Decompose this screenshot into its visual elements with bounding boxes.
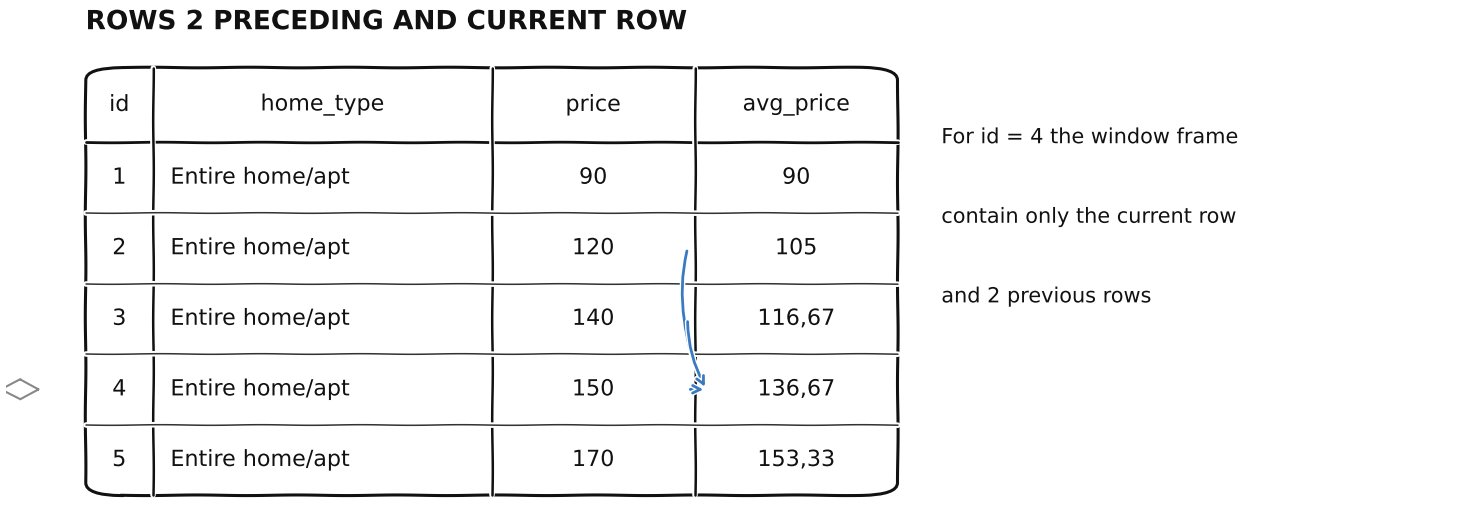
Text: 170: 170 (572, 450, 614, 470)
Text: Entire home/apt: Entire home/apt (171, 379, 349, 400)
Text: 2: 2 (113, 238, 126, 258)
Text: Entire home/apt: Entire home/apt (171, 450, 349, 470)
Text: Entire home/apt: Entire home/apt (171, 168, 349, 188)
Text: 90: 90 (579, 168, 607, 188)
Text: 105: 105 (775, 238, 817, 258)
Text: id: id (110, 95, 130, 115)
Text: Entire home/apt: Entire home/apt (171, 238, 349, 258)
Text: 153,33: 153,33 (757, 450, 835, 470)
Text: 5: 5 (113, 450, 126, 470)
Text: avg_price: avg_price (743, 94, 849, 116)
Text: 140: 140 (572, 309, 614, 329)
Text: and 2 previous rows: and 2 previous rows (942, 287, 1152, 306)
Text: For id = 4 the window frame: For id = 4 the window frame (942, 127, 1238, 147)
Text: 1: 1 (113, 168, 126, 188)
Text: 4: 4 (113, 379, 126, 400)
Text: home_type: home_type (260, 94, 385, 116)
Text: contain only the current row: contain only the current row (942, 207, 1237, 227)
Text: ROWS 2 PRECEDING AND CURRENT ROW: ROWS 2 PRECEDING AND CURRENT ROW (86, 9, 686, 35)
Text: 120: 120 (572, 238, 614, 258)
Text: Entire home/apt: Entire home/apt (171, 309, 349, 329)
Text: 3: 3 (113, 309, 126, 329)
Text: 150: 150 (572, 379, 614, 400)
Text: 90: 90 (782, 168, 810, 188)
Text: 136,67: 136,67 (757, 379, 835, 400)
Text: price: price (566, 95, 621, 115)
Text: 116,67: 116,67 (757, 309, 835, 329)
